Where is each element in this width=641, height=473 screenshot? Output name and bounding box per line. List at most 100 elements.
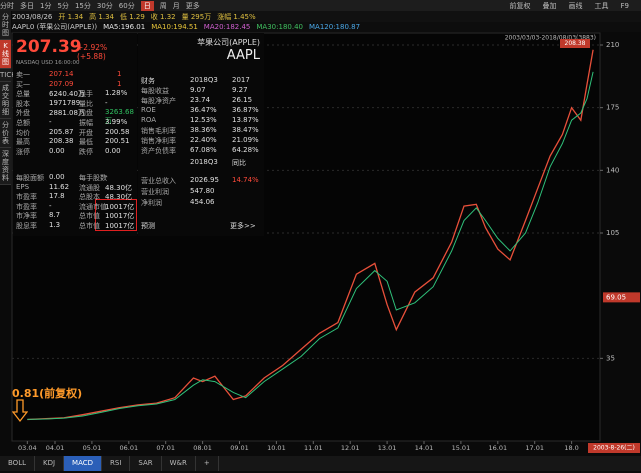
- side-tab[interactable]: 分时图: [0, 11, 11, 40]
- indicator-tab[interactable]: RSI: [102, 456, 131, 471]
- footer-link[interactable]: 预测: [141, 222, 155, 230]
- indicator-tab[interactable]: BOLL: [0, 456, 35, 471]
- fund-cell: ROE: [141, 106, 156, 114]
- side-tabs: 分时图 K线图 TICK 成交明细 分价表 深度资料: [0, 11, 16, 185]
- fund-row: ROA 12.53% 13.87%: [138, 116, 264, 125]
- fund-row: 销售毛利率 38.36% 38.47%: [138, 126, 264, 135]
- quote-cell: 3.99%: [105, 118, 128, 126]
- period-button[interactable]: 分时: [0, 1, 14, 10]
- cursor-date-tag: [588, 443, 640, 453]
- info-item: 2003/08/26: [12, 12, 53, 21]
- quote-cell: 开盘: [79, 128, 93, 137]
- quote-cell: 0.00: [49, 173, 65, 181]
- price-line: [27, 71, 594, 420]
- quote-row: 买一 207.09 1: [13, 80, 137, 89]
- quote-row: 市净率 8.7 总市值 10017亿: [13, 211, 137, 220]
- quote-cell: 200.51: [105, 137, 130, 146]
- period-button[interactable]: 日: [140, 0, 154, 11]
- fund-cell: 2017: [232, 76, 250, 84]
- info-item: 高 1.34: [89, 12, 114, 21]
- period-button[interactable]: 60分: [118, 1, 135, 10]
- indicator-tab[interactable]: MACD: [64, 456, 103, 471]
- fund-row: ROE 36.47% 36.87%: [138, 106, 264, 115]
- side-tab[interactable]: 深度资料: [0, 148, 11, 185]
- quote-cell: 市净率: [16, 212, 37, 221]
- tool-button[interactable]: F9: [620, 1, 629, 10]
- fund-cell: 销售净利率: [141, 137, 176, 145]
- fund-cell: 64.28%: [232, 146, 259, 154]
- quote-cell: 每股面额: [16, 174, 44, 182]
- quote-cell: 股本: [16, 99, 30, 108]
- quote-cell: 200.58: [105, 127, 130, 136]
- price-line: [27, 49, 594, 421]
- fund-cell: 36.87%: [232, 106, 259, 114]
- quote-cell: -: [49, 201, 52, 210]
- fund-cell: 14.74%: [232, 176, 259, 184]
- info-item: 涨幅 1.45%: [217, 12, 256, 21]
- ticker: AAPL: [226, 48, 260, 63]
- quote-cell: 10017亿: [105, 202, 135, 211]
- footer-link[interactable]: 更多>>: [230, 222, 256, 230]
- quote-cell: 208.38: [49, 137, 74, 146]
- tool-button[interactable]: 工具: [594, 1, 609, 10]
- quote-cell: 流通股: [79, 183, 100, 192]
- x-tick-label: 07.01: [156, 444, 175, 452]
- period-button[interactable]: 更多: [185, 1, 200, 10]
- y-tick-label: 35: [606, 354, 615, 362]
- quote-cell: -: [105, 98, 108, 107]
- quote-cell: 外盘: [16, 109, 30, 118]
- x-tick-label: 08.01: [193, 444, 212, 452]
- fund-cell: 13.87%: [232, 116, 259, 124]
- fund-cell: 12.53%: [190, 116, 217, 124]
- info-item: 低 1.29: [119, 12, 145, 21]
- indicator-tab[interactable]: +: [196, 456, 219, 471]
- quote-row: 均价 205.87 开盘 200.58: [13, 128, 137, 137]
- period-button[interactable]: 1分: [40, 1, 52, 10]
- indicator-tab[interactable]: SAR: [130, 456, 162, 471]
- fund-cell: 营业利润: [141, 188, 169, 196]
- info-bar: 2003/08/26 开 1.34 高 1.34 低 1.29 收 1.32 量 295万…: [12, 11, 641, 22]
- indicator-tab[interactable]: KDJ: [35, 456, 65, 471]
- ma-bar: AAPL0 (苹果公司(APPLE)) MA5:196.01 MA10:194.51…: [12, 22, 641, 32]
- quote-cell: 每手股数: [79, 174, 107, 182]
- quote-cell: -: [49, 118, 52, 126]
- fund-cell: 营业总收入: [141, 177, 176, 185]
- fund-cell: 22.40%: [190, 136, 217, 144]
- fund-row: 每股收益 9.07 9.27: [138, 86, 264, 95]
- company-name: 苹果公司(APPLE): [197, 38, 260, 47]
- x-tick-label: 09.01: [230, 444, 249, 452]
- fund-row: 净利润 454.06: [138, 198, 264, 207]
- tool-button[interactable]: 画线: [568, 1, 583, 10]
- high-tag: [560, 39, 590, 48]
- tool-button[interactable]: 叠加: [542, 1, 557, 10]
- quote-cell: 2881.08万: [49, 109, 85, 118]
- y-tick-label: 175: [606, 104, 619, 112]
- side-tab[interactable]: TICK: [0, 69, 16, 82]
- quote-cell: 涨停: [16, 147, 30, 156]
- quote-cell: 跌停: [79, 147, 93, 156]
- fund-cell: 同比: [232, 159, 246, 167]
- x-tick-label: 04.01: [46, 444, 65, 452]
- quote-cell: 1: [117, 70, 122, 78]
- tool-button[interactable]: 前复权: [509, 1, 531, 10]
- quote-row: 每股面额 0.00 每手股数 -: [13, 173, 137, 182]
- period-button[interactable]: 周: [159, 1, 167, 10]
- quote-cell: 总量: [16, 90, 30, 99]
- side-tab[interactable]: K线图: [0, 40, 11, 69]
- quote-cell: 换手: [79, 90, 93, 99]
- side-tab[interactable]: 分价表: [0, 119, 11, 148]
- high-label: 208.38: [565, 40, 586, 47]
- quote-cell: 最高: [16, 138, 30, 147]
- period-button[interactable]: 月: [172, 1, 180, 10]
- period-button[interactable]: 5分: [57, 1, 69, 10]
- fund-cell: 销售毛利率: [141, 127, 176, 135]
- period-button[interactable]: 多日: [20, 1, 34, 10]
- period-button[interactable]: 30分: [96, 1, 113, 10]
- side-tab[interactable]: 成交明细: [0, 82, 11, 119]
- indicator-tab[interactable]: W&R: [162, 456, 196, 471]
- price-change: +2.92% (+5.88): [77, 43, 108, 61]
- quote-row: 卖一 207.14 1: [13, 70, 137, 79]
- quote-cell: 市盈率: [16, 193, 37, 202]
- x-tick-label: 06.01: [119, 444, 138, 452]
- period-button[interactable]: 15分: [74, 1, 91, 10]
